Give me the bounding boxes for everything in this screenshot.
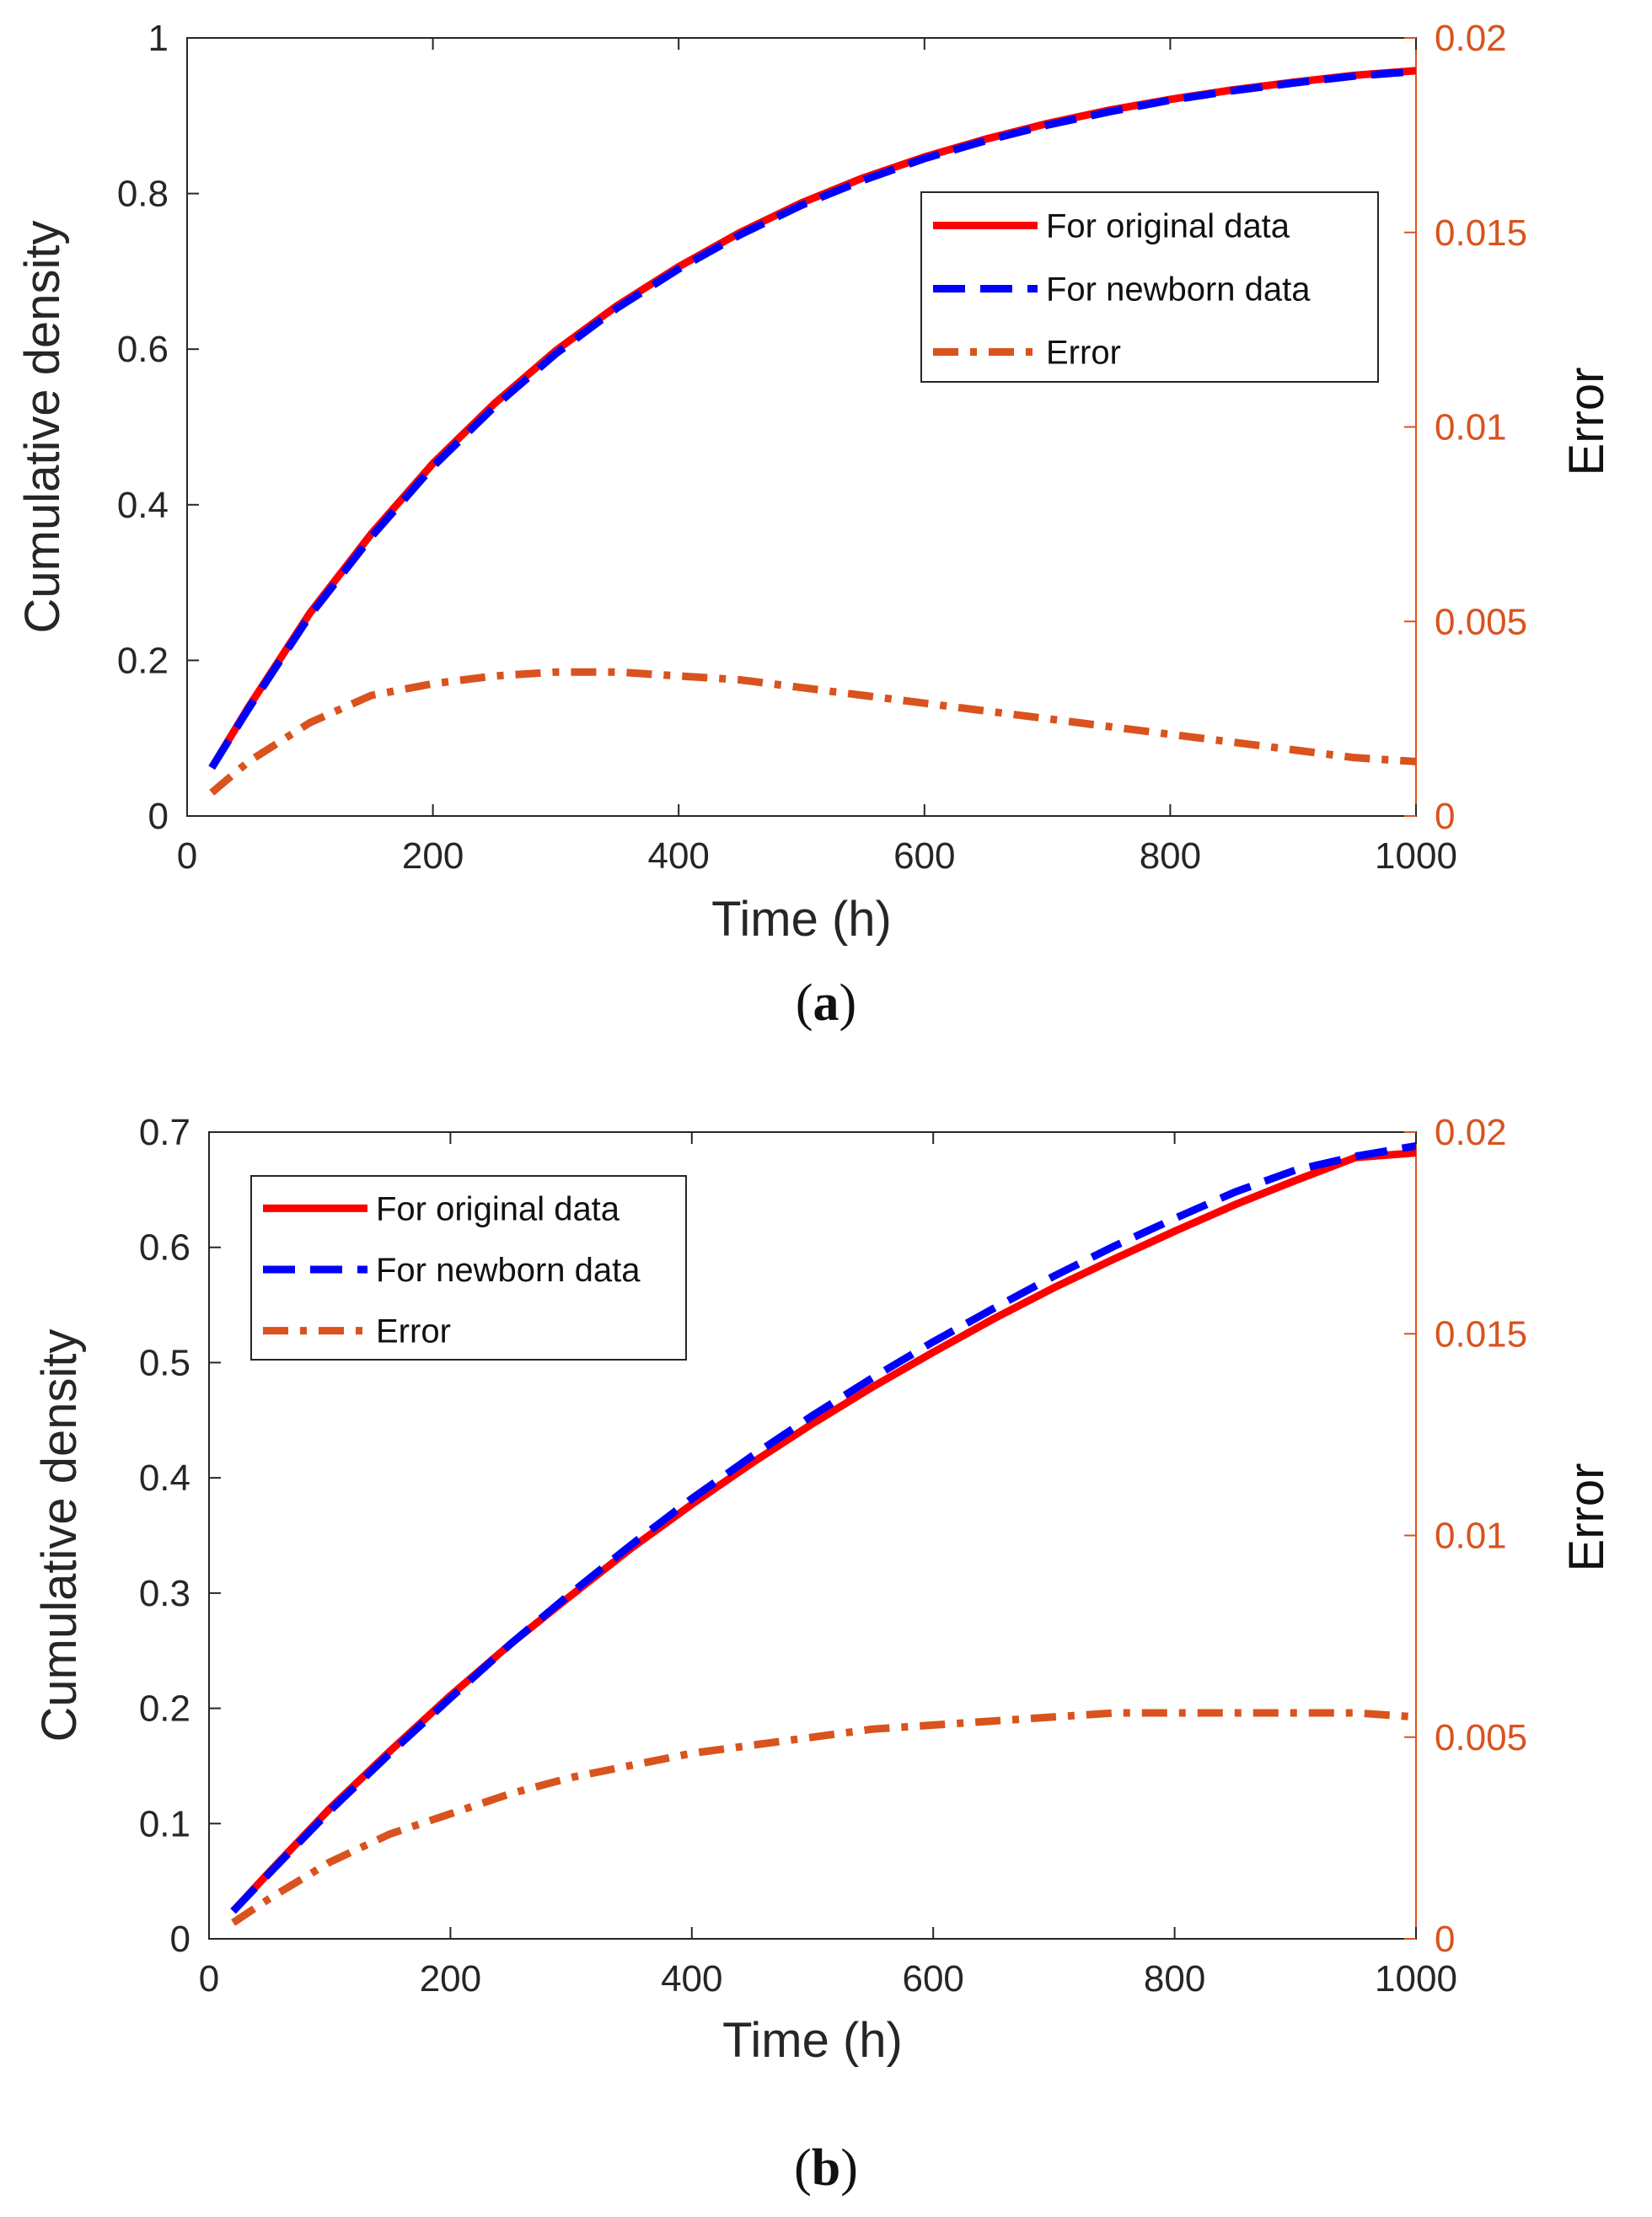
y-left-tick-label: 0.1	[139, 1803, 190, 1844]
y-left-axis-label: Cumulative density	[15, 221, 70, 634]
y-right-tick-label: 0.02	[1435, 18, 1507, 59]
y-left-tick-label: 0.3	[139, 1573, 190, 1614]
series-line-dashdot	[209, 668, 1416, 796]
legend-label: Error	[376, 1313, 451, 1350]
x-tick-label: 800	[1140, 835, 1201, 877]
legend-label: Error	[1046, 335, 1121, 372]
y-left-axis-label: Cumulative density	[32, 1329, 87, 1742]
y-left-tick-label: 0.8	[117, 174, 169, 215]
y-right-axis-label: Error	[1559, 368, 1614, 476]
y-left-tick-label: 0.6	[117, 329, 169, 370]
legend-label: For newborn data	[1046, 271, 1311, 309]
caption-paren-close: )	[839, 974, 857, 1032]
series-line-dashed	[208, 67, 1416, 770]
y-left-tick-label: 0.2	[139, 1688, 190, 1730]
panel-caption: (a)	[796, 974, 856, 1032]
caption-letter: a	[813, 974, 839, 1032]
series-line-dashdot	[231, 1709, 1416, 1926]
y-right-tick-label: 0	[1435, 1919, 1455, 1960]
x-tick-label: 800	[1144, 1958, 1205, 2000]
y-right-tick-label: 0.005	[1435, 1717, 1527, 1758]
y-right-axis-label: Error	[1559, 1463, 1614, 1572]
caption-letter: b	[812, 2139, 840, 2197]
y-left-tick-label: 0.4	[117, 485, 169, 526]
y-left-tick-label: 0.6	[139, 1227, 190, 1269]
y-right-tick-label: 0	[1435, 796, 1455, 837]
x-tick-label: 200	[402, 835, 464, 877]
y-left-tick-label: 0.7	[139, 1112, 190, 1153]
y-right-tick-label: 0.02	[1435, 1112, 1507, 1153]
y-left-tick-label: 0.4	[139, 1457, 190, 1499]
y-left-tick-label: 0	[170, 1919, 190, 1960]
x-tick-label: 200	[420, 1958, 481, 2000]
y-right-tick-label: 0.01	[1435, 407, 1507, 448]
legend-label: For original data	[376, 1190, 620, 1227]
y-left-tick-label: 0.5	[139, 1342, 190, 1383]
x-tick-label: 0	[199, 1958, 219, 2000]
y-right-tick-label: 0.015	[1435, 212, 1527, 254]
caption-paren-open: (	[796, 974, 813, 1032]
panel-b: 0 200 400 600 800 100000.10.20.30.40.50.60.70…	[32, 1112, 1614, 2197]
x-tick-label: 400	[647, 835, 709, 877]
caption-paren-open: (	[794, 2139, 812, 2197]
y-right-tick-label: 0.005	[1435, 601, 1527, 642]
x-axis-label: Time (h)	[722, 2013, 903, 2068]
x-tick-label: 600	[893, 835, 955, 877]
x-tick-label: 400	[661, 1958, 722, 2000]
x-tick-label: 1000	[1375, 1958, 1457, 2000]
panel-caption: (b)	[794, 2139, 858, 2197]
panel-a: 0 200 400 600 800 100000.20.40.60.8100.0050.0…	[15, 18, 1614, 1032]
y-right-tick-label: 0.01	[1435, 1516, 1507, 1557]
legend-label: For newborn data	[376, 1252, 641, 1289]
y-left-tick-label: 0.2	[117, 640, 169, 681]
y-left-tick-label: 1	[148, 18, 169, 59]
x-tick-label: 600	[902, 1958, 963, 2000]
y-right-tick-label: 0.015	[1435, 1313, 1527, 1355]
x-axis-label: Time (h)	[711, 892, 892, 947]
x-tick-label: 0	[177, 835, 197, 877]
y-left-tick-label: 0	[148, 796, 169, 837]
series-line-dashed	[230, 1141, 1416, 1914]
x-tick-label: 1000	[1375, 835, 1457, 877]
legend-label: For original data	[1046, 208, 1290, 245]
caption-paren-close: )	[840, 2139, 858, 2197]
